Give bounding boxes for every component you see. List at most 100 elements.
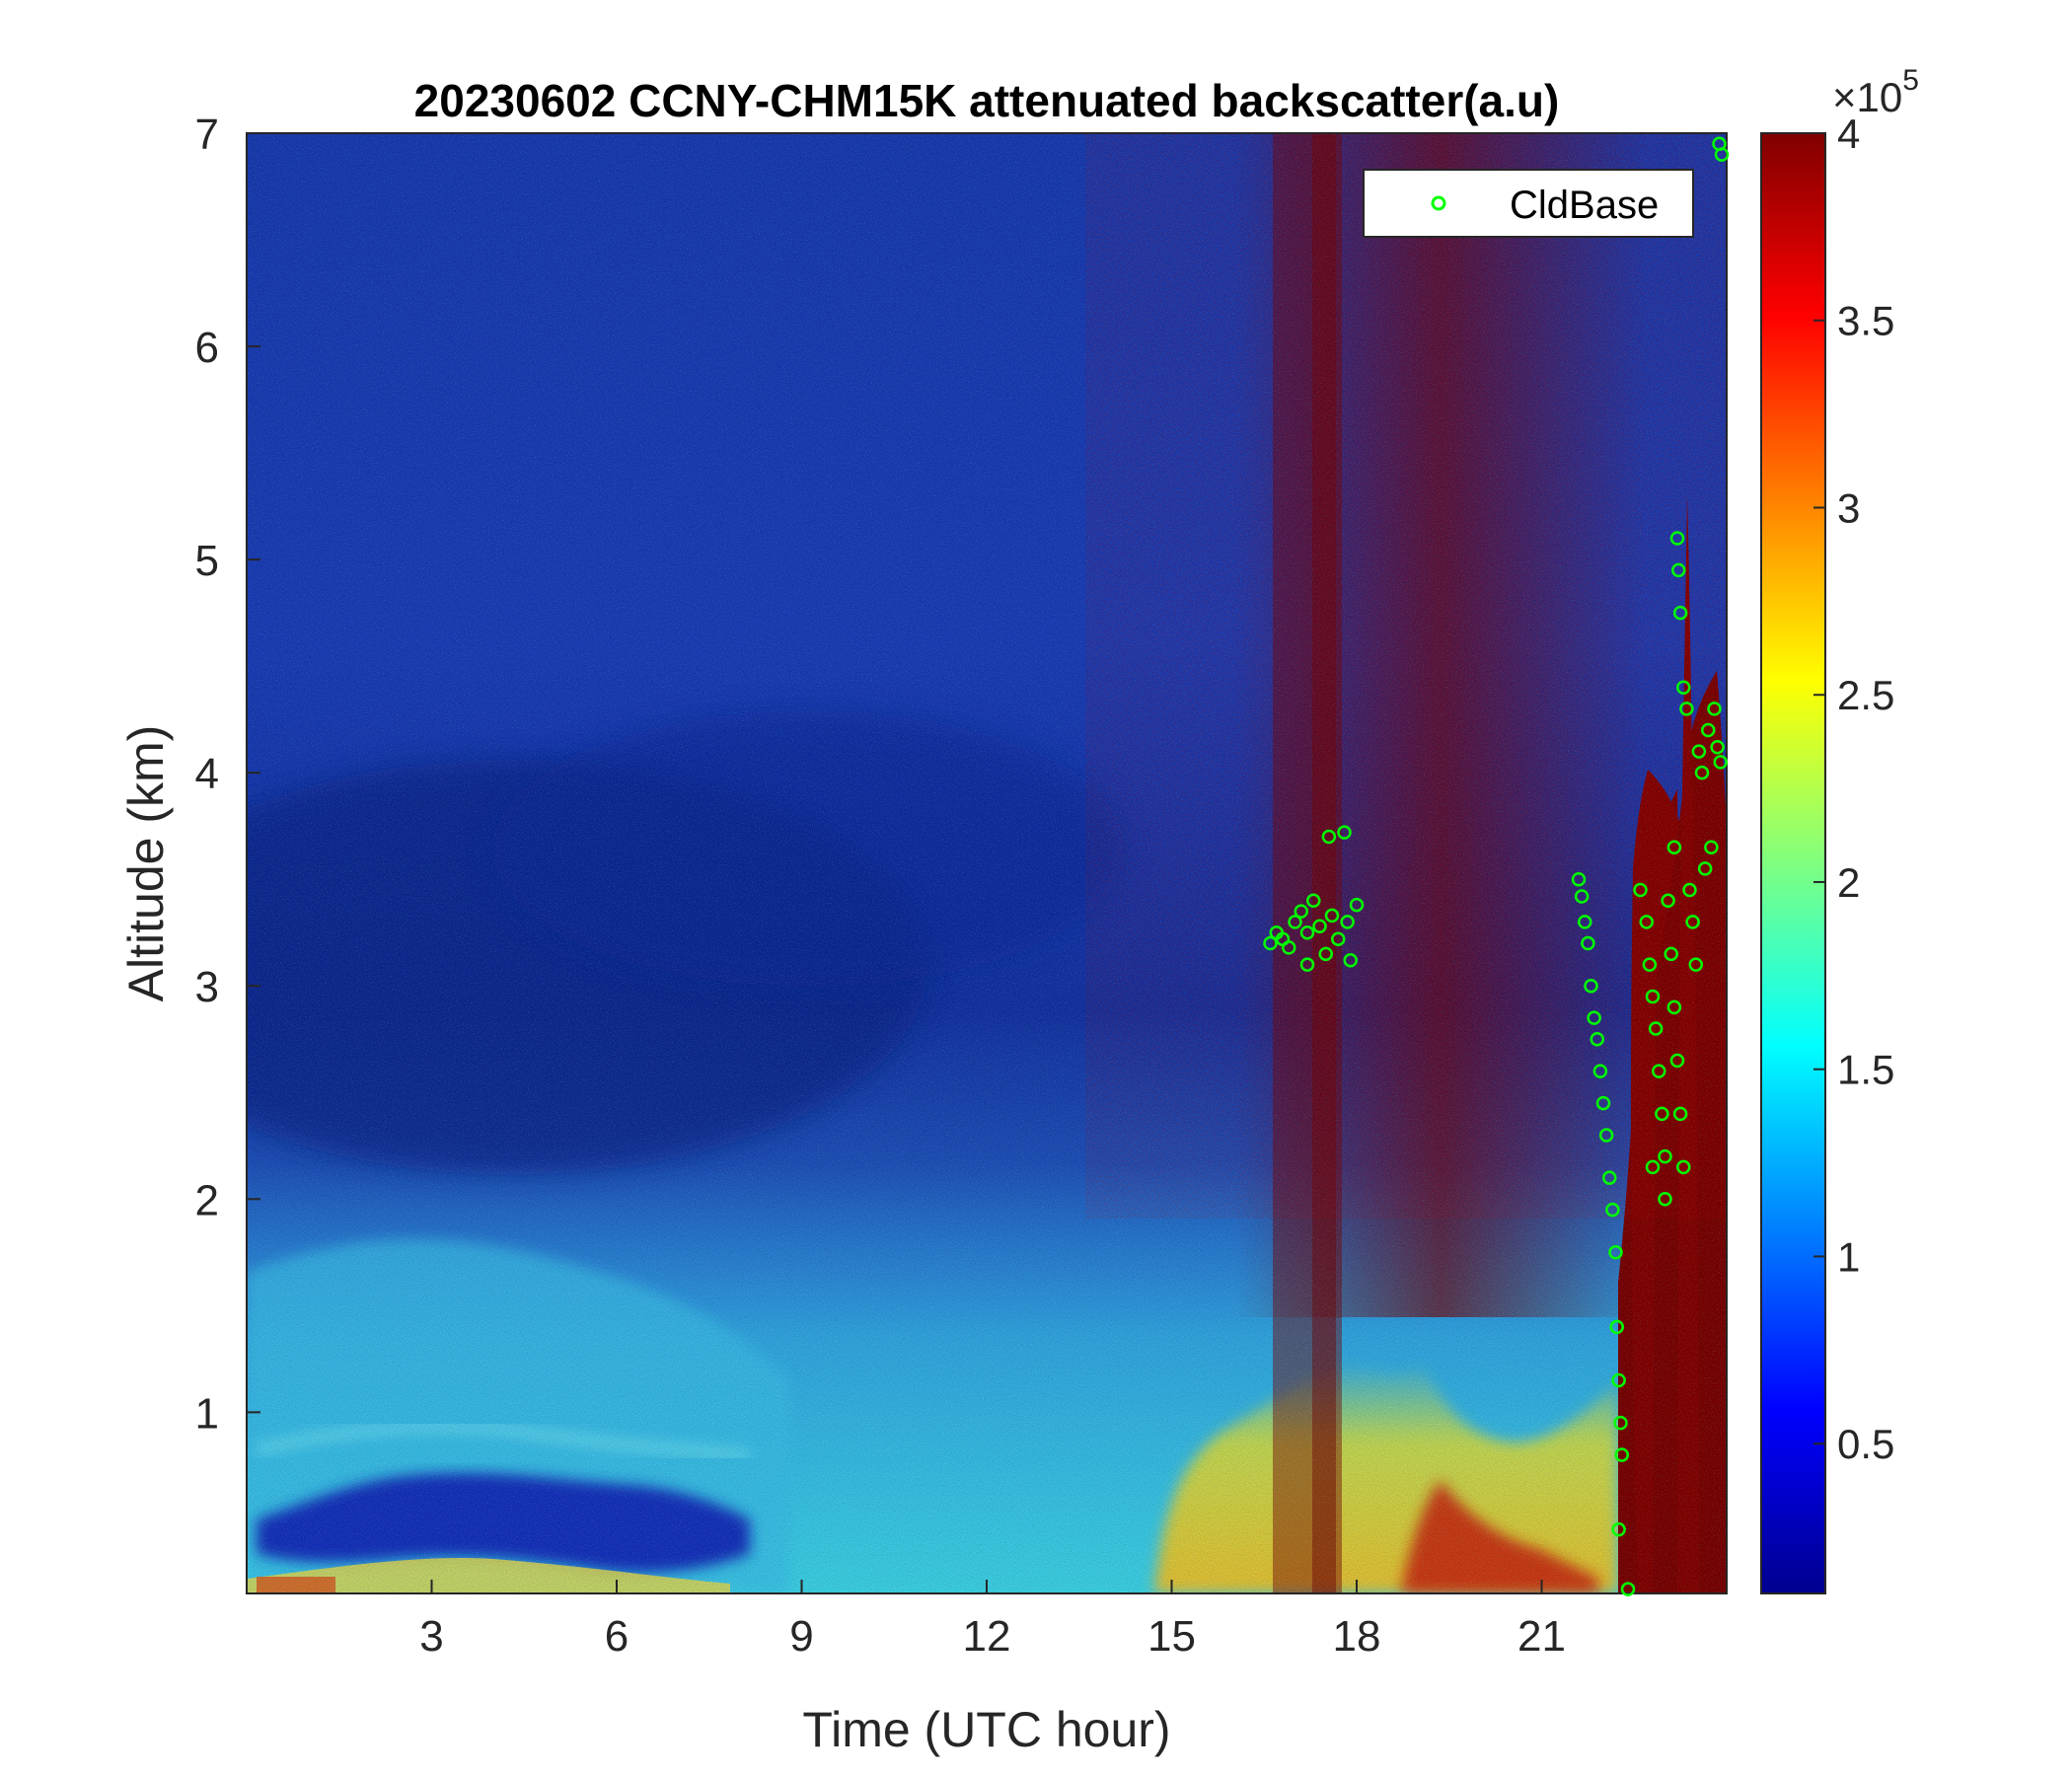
x-tick-label: 21 [1517, 1612, 1566, 1661]
cldbase-point [1666, 840, 1682, 855]
colorbar-multiplier: ×105 [1832, 64, 1919, 120]
cldbase-point [1611, 1521, 1626, 1537]
cldbase-point [1349, 897, 1365, 913]
y-tick-label: 7 [195, 111, 219, 159]
cldbase-point [1642, 957, 1658, 972]
cldbase-point [1321, 829, 1337, 845]
y-axis-ticks: 1 2 3 4 5 6 7 [195, 111, 260, 1438]
cldbase-point [1602, 1170, 1617, 1185]
cldbase-point [1343, 953, 1358, 968]
cldbase-point [1299, 925, 1315, 940]
x-tick-label: 15 [1147, 1612, 1196, 1661]
y-tick-label: 6 [195, 324, 219, 372]
y-tick-label: 5 [195, 537, 219, 585]
cldbase-point [1648, 1021, 1664, 1036]
cldbase-point [1701, 722, 1716, 738]
cldbase-point [1639, 915, 1654, 929]
colorbar-tick-label: 3.5 [1837, 298, 1894, 344]
cldbase-point [1340, 915, 1355, 929]
cldbase-point [1666, 999, 1682, 1015]
x-tick-label: 9 [789, 1612, 813, 1661]
cldbase-point [1710, 739, 1725, 755]
cldbase-point [1611, 1372, 1626, 1388]
cldbase-point [1605, 1202, 1620, 1218]
cldbase-point [1581, 935, 1595, 951]
cldbase-point [1714, 147, 1730, 162]
cldbase-point [1312, 919, 1327, 933]
cldbase-point [1645, 1159, 1661, 1175]
cldbase-point [1587, 1010, 1601, 1025]
y-tick-label: 1 [195, 1389, 219, 1438]
cldbase-point [1324, 908, 1340, 924]
cldbase-point [1609, 1319, 1624, 1335]
y-tick-label: 2 [195, 1176, 219, 1224]
cldbase-point [1685, 915, 1700, 929]
cldbase-point [1294, 904, 1308, 919]
cldbase-point [1669, 1053, 1685, 1069]
y-tick-label: 4 [195, 750, 219, 798]
cldbase-point [1661, 893, 1675, 909]
x-tick-label: 3 [419, 1612, 443, 1661]
cldbase-point [1682, 882, 1697, 898]
cldbase-point [1318, 946, 1333, 962]
cldbase-point [1652, 1064, 1666, 1078]
colorbar-tick-label: 3 [1837, 484, 1860, 531]
cldbase-point [1669, 531, 1685, 546]
heatmap-area [247, 133, 1727, 1593]
x-tick-label: 12 [963, 1612, 1011, 1661]
colorbar-exponent: 5 [1902, 64, 1919, 97]
cldbase-point [1676, 680, 1691, 696]
legend-marker-icon [1431, 195, 1446, 211]
x-axis-ticks: 3 6 9 12 15 18 21 [419, 1580, 1566, 1661]
cldbase-point [1620, 1582, 1636, 1596]
x-tick-label: 6 [605, 1612, 629, 1661]
cldbase-point [1676, 1159, 1691, 1175]
cldbase-point [1608, 1245, 1623, 1260]
colorbar-tick-label: 2 [1837, 859, 1860, 906]
cldbase-point [1331, 931, 1346, 946]
cldbase-point [1571, 871, 1587, 887]
cldbase-point [1288, 915, 1302, 929]
legend: CldBase [1363, 169, 1694, 238]
cldbase-point [1694, 765, 1710, 780]
cldbase-point [1658, 1148, 1672, 1164]
cldbase-point [1679, 702, 1694, 716]
cldbase-point [1614, 1447, 1629, 1462]
cldbase-series [1263, 136, 1730, 1596]
cldbase-point [1697, 861, 1713, 876]
cldbase-point [1672, 1106, 1688, 1122]
y-axis-label: Altitude (km) [118, 725, 174, 1002]
cldbase-point [1592, 1064, 1608, 1078]
cldbase-point [1707, 702, 1722, 716]
colorbar-tick-label: 1 [1837, 1233, 1860, 1280]
colorbar-tick-label: 4 [1837, 111, 1860, 157]
cldbase-point [1688, 957, 1703, 972]
cldbase-point [1263, 935, 1278, 951]
cldbase-point [1613, 1415, 1628, 1431]
cldbase-point [1299, 957, 1315, 972]
cldbase-point [1691, 744, 1707, 759]
cldbase-point [1337, 825, 1352, 840]
cldbase-point [1672, 605, 1688, 621]
colorbar-gradient [1760, 132, 1826, 1594]
colorbar-ticks: 0.5 1 1.5 2 2.5 3 3.5 4 [1813, 111, 1894, 1467]
x-axis-label: Time (UTC hour) [802, 1702, 1170, 1757]
colorbar-tick-label: 1.5 [1837, 1047, 1894, 1093]
cldbase-point [1584, 978, 1598, 994]
cldbase-point [1645, 989, 1661, 1004]
cldbase-point [1655, 1106, 1669, 1122]
cldbase-point [1671, 562, 1686, 578]
cldbase-point [1574, 889, 1590, 904]
cldbase-point [1306, 893, 1321, 909]
cldbase-point [1658, 1192, 1672, 1207]
x-tick-label: 18 [1333, 1612, 1381, 1661]
cldbase-point [1633, 882, 1648, 898]
colorbar: 0.5 1 1.5 2 2.5 3 3.5 4 ×105 [1760, 64, 1919, 1594]
cldbase-point [1704, 840, 1719, 855]
cldbase-point [1598, 1128, 1614, 1143]
legend-box [1363, 169, 1694, 238]
cldbase-point [1595, 1095, 1611, 1111]
cldbase-point [1664, 946, 1678, 962]
colorbar-tick-label: 2.5 [1837, 672, 1894, 718]
